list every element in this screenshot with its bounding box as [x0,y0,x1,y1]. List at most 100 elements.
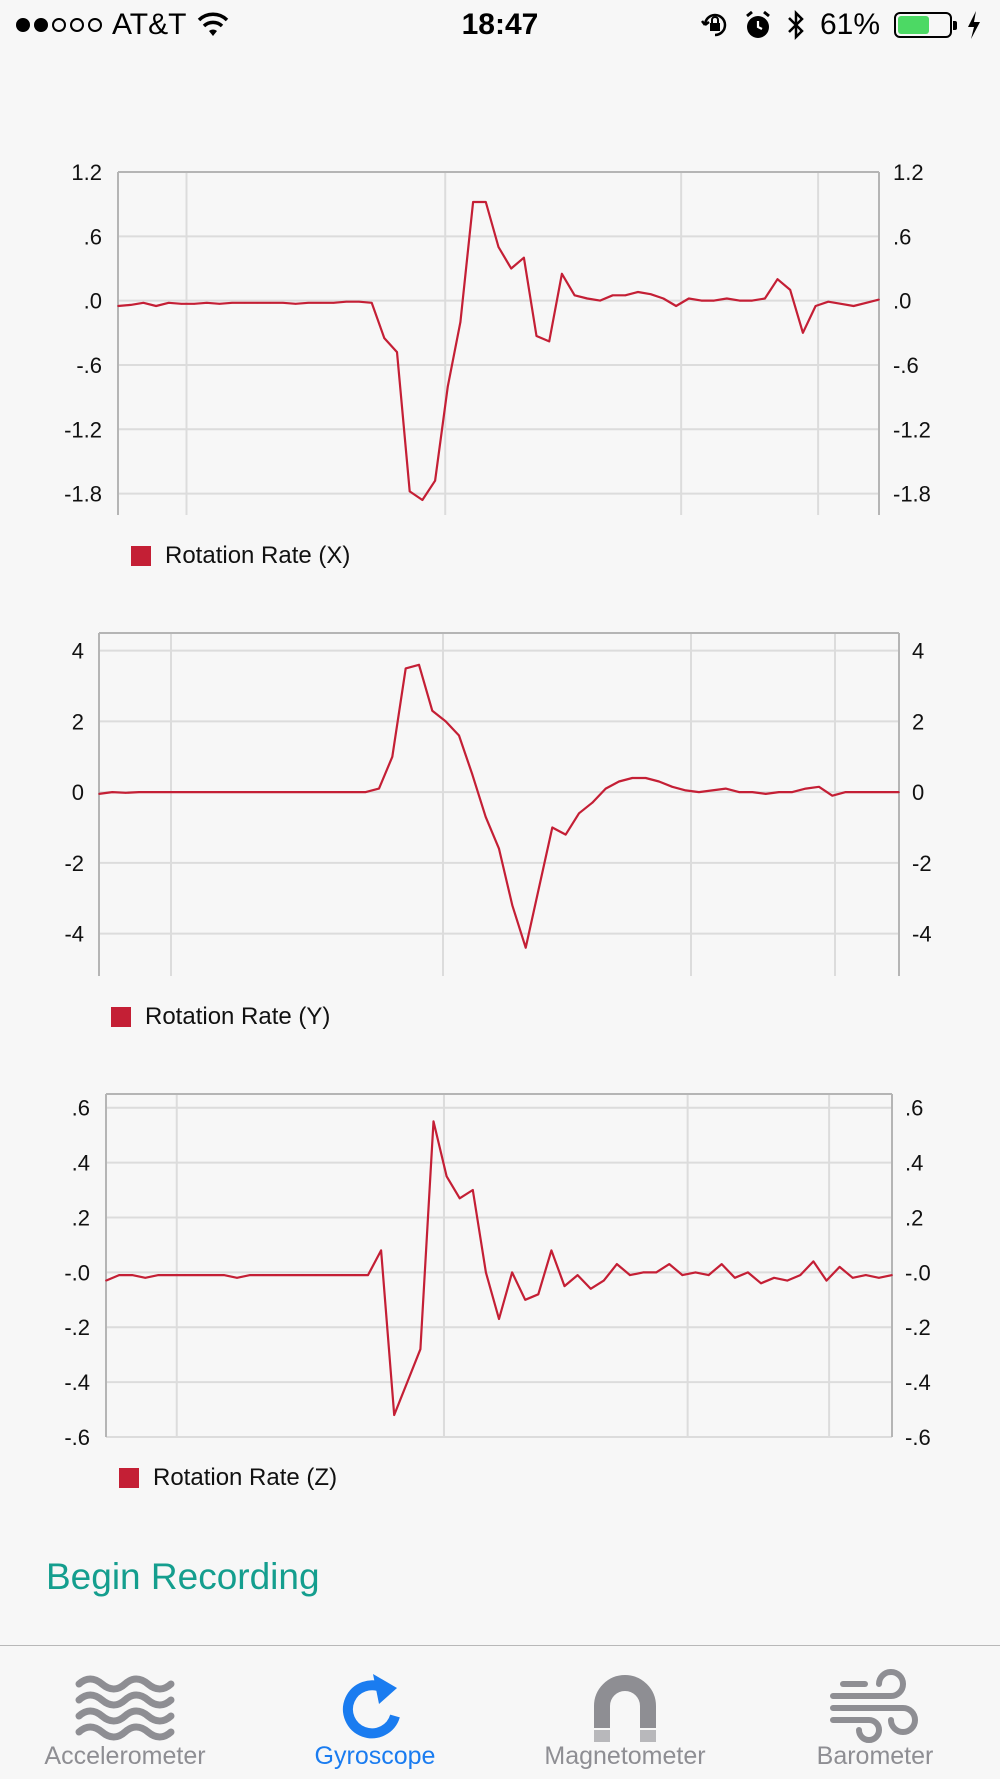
data-point [537,1293,540,1296]
y-tick-label-right: -.2 [905,1315,931,1340]
tab-magnetometer[interactable]: Magnetometer [500,1646,750,1779]
y-tick-label-right: -.6 [905,1425,931,1450]
data-point [485,201,487,203]
data-point [655,1271,657,1274]
data-point [799,1274,802,1276]
data-point [711,789,714,792]
alarm-icon [746,10,770,38]
rotation-rate-x-plot: 1.2 1.2 .6 .6 .0 .0 -.6 -.6 -1.2 -1.2 -1.8 -1.8 [64,160,931,515]
data-point [138,791,140,793]
data-point [738,299,741,302]
data-point [351,791,354,793]
data-point [878,1277,880,1279]
data-point [751,299,753,302]
tab-label: Accelerometer [44,1742,206,1770]
data-point [341,1274,343,1276]
data-point [603,1279,605,1282]
signal-strength-icon [16,18,102,32]
data-point [698,791,700,793]
data-point [210,1274,212,1276]
y-tick-label-right: -.6 [893,353,919,378]
tab-accelerometer[interactable]: Accelerometer [0,1646,250,1779]
data-point [244,301,246,304]
data-point [404,667,407,670]
data-point [446,385,449,388]
data-point [563,1285,566,1287]
data-point [838,1266,841,1268]
data-point [155,305,157,307]
data-point [662,297,665,300]
data-point [898,791,900,793]
y-tick-label-left: 4 [72,639,84,664]
data-point [471,773,474,776]
data-point [510,267,512,270]
data-point [707,1274,710,1276]
data-point [852,305,855,307]
data-point [865,1274,867,1276]
tab-gyroscope[interactable]: Gyroscope [250,1646,500,1779]
rotation-rate-y-plot: 4 4 2 2 0 0 -2 -2 -4 -4 [64,632,932,976]
data-point [637,291,639,293]
data-point [578,812,580,815]
y-tick-label-right: -4 [912,922,932,947]
y-tick-label-left: -.6 [64,1425,90,1450]
rotation-rate-series-line [98,663,899,949]
data-point [724,787,727,790]
data-point [747,1271,749,1274]
data-point [231,791,234,793]
data-point [591,801,594,804]
data-point [485,1271,487,1274]
data-point [776,278,779,280]
data-point [681,1274,684,1276]
data-point [196,1274,199,1276]
data-point [511,904,514,907]
data-point [871,791,874,793]
data-point [548,340,551,343]
data-point [564,833,567,836]
data-point [789,289,792,291]
data-point [431,709,434,712]
data-point [218,303,221,305]
data-point [218,791,220,793]
tab-label: Magnetometer [544,1742,706,1770]
data-point [891,1274,893,1276]
data-point [611,294,614,297]
data-point [642,1271,644,1274]
data-point [170,1274,173,1276]
data-point [700,299,703,302]
data-point [406,1381,409,1383]
data-point [370,301,373,304]
data-point [284,791,287,793]
data-point [383,337,386,339]
data-point [271,791,274,793]
data-point [472,201,474,203]
data-point [649,293,652,295]
data-point [778,791,780,793]
data-point [164,791,167,793]
legend-label: Rotation Rate (X) [165,542,351,569]
data-point [314,1274,317,1276]
data-point [751,791,754,793]
data-point [354,1274,356,1276]
data-point [131,1274,133,1276]
data-point [791,791,794,793]
data-point [421,499,424,501]
data-point [332,301,335,304]
rotation-rate-z-chart: .6 .6 .4 .4 .2 .2 -.0 -.0 -.2 -.2 -.4 -.4 -.6 -.6 Rot… [0,1072,1000,1492]
data-point [472,1189,474,1191]
data-point [764,297,766,300]
data-point [616,1263,618,1265]
begin-recording-button[interactable]: Begin Recording [46,1556,320,1597]
data-point [631,777,634,779]
rotation-rate-y-legend: Rotation Rate (Y) [111,1003,330,1031]
data-point [764,793,767,795]
data-point [840,303,842,305]
data-point [144,1277,147,1279]
tab-barometer[interactable]: Barometer [750,1646,1000,1779]
status-time: 18:47 [461,8,539,41]
data-point [726,297,728,300]
data-point [231,301,233,304]
data-point [378,787,380,790]
data-point [551,826,554,829]
data-point [713,299,715,302]
